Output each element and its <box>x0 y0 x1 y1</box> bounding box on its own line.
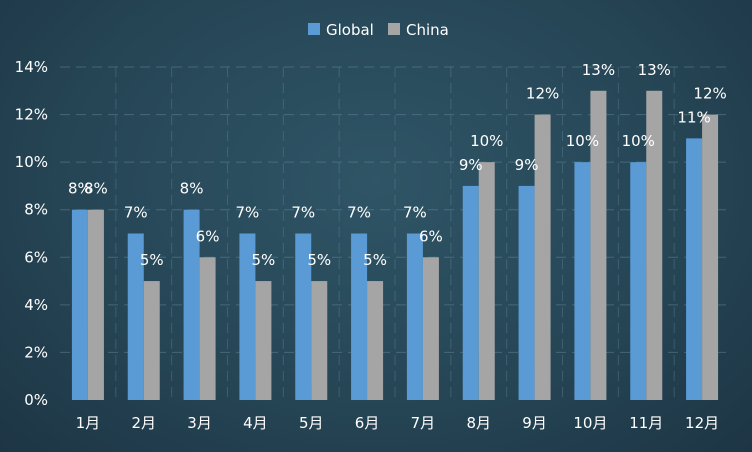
data-label-global: 7% <box>403 204 427 222</box>
bar-china <box>143 281 160 400</box>
data-label-global: 7% <box>291 204 315 222</box>
data-label-global: 9% <box>515 156 539 174</box>
data-label-china: 5% <box>363 251 387 269</box>
x-tick-label: 7月 <box>411 414 436 432</box>
x-tick-label: 4月 <box>243 414 268 432</box>
x-tick-label: 9月 <box>522 414 547 432</box>
y-tick-label: 12% <box>15 106 48 124</box>
data-label-china: 12% <box>693 85 726 103</box>
data-label-china: 13% <box>582 61 615 79</box>
legend-swatch-china <box>388 23 400 35</box>
bar-china <box>255 281 272 400</box>
bar-global <box>574 162 591 400</box>
y-tick-label: 2% <box>24 343 48 361</box>
bar-china <box>646 90 663 401</box>
x-tick-label: 6月 <box>355 414 380 432</box>
data-label-global: 8% <box>180 180 204 198</box>
bar-global <box>295 233 312 400</box>
x-tick-label: 3月 <box>187 414 212 432</box>
bar-global <box>351 233 368 400</box>
bar-global <box>71 209 88 400</box>
y-tick-label: 10% <box>15 153 48 171</box>
x-tick-label: 2月 <box>131 414 156 432</box>
bar-global <box>686 138 703 400</box>
x-tick-label: 8月 <box>466 414 491 432</box>
x-tick-label: 12月 <box>685 414 719 432</box>
y-tick-label: 14% <box>15 58 48 76</box>
data-label-global: 7% <box>124 204 148 222</box>
bar-china <box>367 281 384 400</box>
bar-global <box>239 233 256 400</box>
x-tick-label: 10月 <box>573 414 607 432</box>
bar-global <box>406 233 423 400</box>
y-axis: 0% 2% 4% 6% 8% 10% 12% 14% <box>15 58 48 409</box>
legend-label-china: China <box>406 21 449 39</box>
legend-label-global: Global <box>326 21 374 39</box>
data-label-china: 5% <box>140 251 164 269</box>
data-label-china: 12% <box>526 85 559 103</box>
data-label-global: 8% <box>68 180 92 198</box>
bar-global <box>518 185 535 400</box>
bar-global <box>630 162 647 400</box>
data-label-china: 6% <box>419 227 443 245</box>
bar-china <box>87 209 104 400</box>
x-tick-label: 5月 <box>299 414 324 432</box>
data-label-china: 8% <box>84 180 108 198</box>
y-tick-label: 4% <box>24 296 48 314</box>
bar-china <box>702 114 719 401</box>
y-tick-label: 6% <box>24 248 48 266</box>
data-label-global: 10% <box>566 132 599 150</box>
bar-global <box>127 233 144 400</box>
data-label-global: 10% <box>622 132 655 150</box>
data-label-china: 13% <box>638 61 671 79</box>
bar-china <box>534 114 551 401</box>
data-label-global: 9% <box>459 156 483 174</box>
bar-global <box>462 185 479 400</box>
x-axis: 1月 2月 3月 4月 5月 6月 7月 8月 9月 10月 11月 12月 <box>76 414 719 432</box>
data-label-global: 11% <box>677 108 710 126</box>
y-tick-label: 8% <box>24 201 48 219</box>
y-tick-label: 0% <box>24 391 48 409</box>
bar-china <box>590 90 607 401</box>
data-label-china: 5% <box>252 251 276 269</box>
bar-china <box>311 281 328 400</box>
data-label-china: 10% <box>470 132 503 150</box>
data-label-global: 7% <box>236 204 260 222</box>
data-label-china: 6% <box>196 227 220 245</box>
grid <box>60 66 730 400</box>
legend-swatch-global <box>308 23 320 35</box>
data-label-global: 7% <box>347 204 371 222</box>
data-labels: 8% 7% 8% 7% 7% 7% 7% 9% 9% 10% 10% 11% 8% 5% 6% 5% 5% 5% 6… <box>68 61 727 269</box>
bar-china <box>422 257 439 400</box>
data-label-china: 5% <box>307 251 331 269</box>
x-tick-label: 11月 <box>629 414 663 432</box>
bars <box>71 90 719 401</box>
bar-global <box>183 209 200 400</box>
bar-china <box>478 162 495 400</box>
legend: Global China <box>308 21 449 39</box>
bar-china <box>199 257 216 400</box>
x-tick-label: 1月 <box>76 414 101 432</box>
